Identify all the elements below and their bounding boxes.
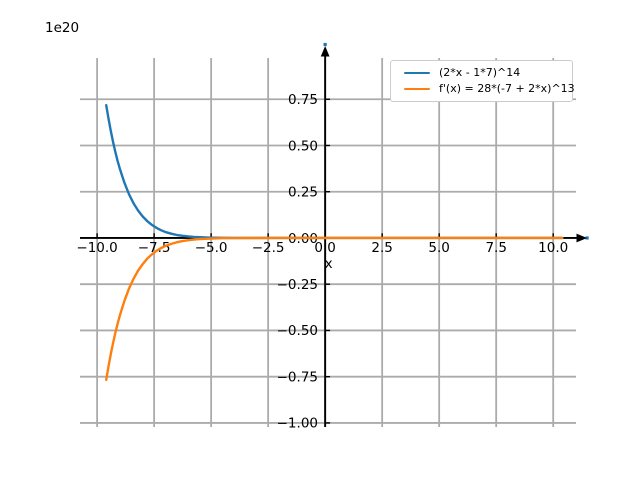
x-tick-label: −7.5 <box>138 240 171 256</box>
y-tick-label: −0.75 <box>277 369 318 385</box>
series-curve-1 <box>105 236 564 382</box>
x-axis-arrow-tip-accent <box>585 236 589 240</box>
y-tick-label: −0.50 <box>277 323 318 339</box>
x-tick-label: 5.0 <box>428 240 449 256</box>
x-tick-label: 2.5 <box>371 240 392 256</box>
y-tick-label: −1.00 <box>277 416 318 432</box>
legend-line-swatch <box>404 71 430 75</box>
x-tick-label: −10.0 <box>76 240 117 256</box>
x-tick-label: −2.5 <box>252 240 285 256</box>
legend-entry: (2*x - 1*7)^14 <box>404 65 564 81</box>
x-axis-label: x <box>325 256 333 272</box>
y-axis-offset-label: 1e20 <box>45 20 80 36</box>
series-curve-0 <box>105 103 564 240</box>
y-axis-arrow-tip-accent <box>323 42 327 47</box>
y-tick-label: 0.50 <box>288 138 318 154</box>
y-tick-label: 0.25 <box>288 185 318 201</box>
legend: (2*x - 1*7)^14 f'(x) = 28*(-7 + 2*x)^13 <box>390 60 575 102</box>
y-tick-label: 0.75 <box>288 92 318 108</box>
y-tick-label: −0.25 <box>277 277 318 293</box>
x-tick-label: −5.0 <box>195 240 228 256</box>
legend-entry-label: (2*x - 1*7)^14 <box>439 66 521 79</box>
x-tick-label: 10.0 <box>538 240 568 256</box>
x-axis-arrow <box>576 233 587 243</box>
legend-line-swatch <box>404 87 430 91</box>
y-axis-arrow <box>320 46 330 57</box>
legend-entry-label: f'(x) = 28*(-7 + 2*x)^13 <box>439 82 575 95</box>
legend-entry: f'(x) = 28*(-7 + 2*x)^13 <box>404 81 575 97</box>
x-tick-label: 7.5 <box>485 240 506 256</box>
